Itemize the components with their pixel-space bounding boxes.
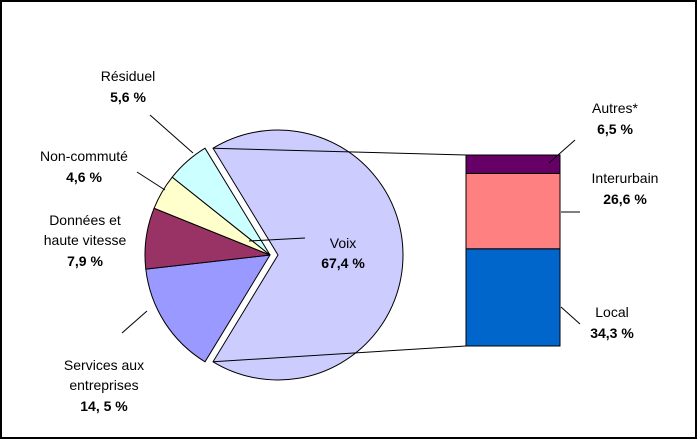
leader-line-local — [560, 306, 581, 325]
leader-line-voix — [248, 237, 306, 242]
pie-slice-residuel — [171, 147, 271, 256]
bar-value-local: 34,3 % — [590, 325, 634, 341]
connector-line-bottom — [212, 345, 467, 363]
pie-label-voix: Voix — [330, 235, 356, 251]
bar-segment-local — [465, 248, 561, 347]
pie-slices — [144, 129, 404, 381]
bar-segment-autres — [465, 154, 561, 174]
bar-value-interurbain: 26,6 % — [603, 191, 647, 207]
pie-value-donnees: 7,9 % — [67, 253, 103, 269]
pie-label-services-line2: entreprises — [69, 377, 138, 393]
pie-value-voix: 67,4 % — [321, 255, 365, 271]
leader-line-autres — [548, 139, 576, 164]
stacked-bar-segments — [465, 154, 561, 347]
leader-line-non-commute — [136, 171, 166, 191]
bar-segment-interurbain — [465, 172, 561, 250]
pie-label-donnees-line1: Données et — [49, 212, 121, 228]
pie-slice-services-entreprises — [145, 254, 271, 363]
pie-value-services: 14, 5 % — [80, 398, 128, 414]
pie-value-residuel: 5,6 % — [110, 89, 146, 105]
bar-value-autres: 6,5 % — [597, 121, 633, 137]
leader-line-services — [121, 310, 148, 334]
pie-slice-voix — [212, 129, 404, 381]
bar-label-local: Local — [595, 304, 628, 320]
pie-label-non-commute: Non-commuté — [40, 148, 128, 164]
pie-label-donnees-line2: haute vitesse — [44, 232, 127, 248]
connector-line-top — [213, 147, 467, 156]
bar-label-autres: Autres* — [592, 100, 638, 116]
bar-label-interurbain: Interurbain — [592, 170, 659, 186]
leader-line-residuel — [149, 114, 194, 154]
pie-label-services-line1: Services aux — [64, 357, 144, 373]
pie-label-residuel: Résiduel — [101, 68, 155, 84]
pie-value-non-commute: 4,6 % — [66, 169, 102, 185]
